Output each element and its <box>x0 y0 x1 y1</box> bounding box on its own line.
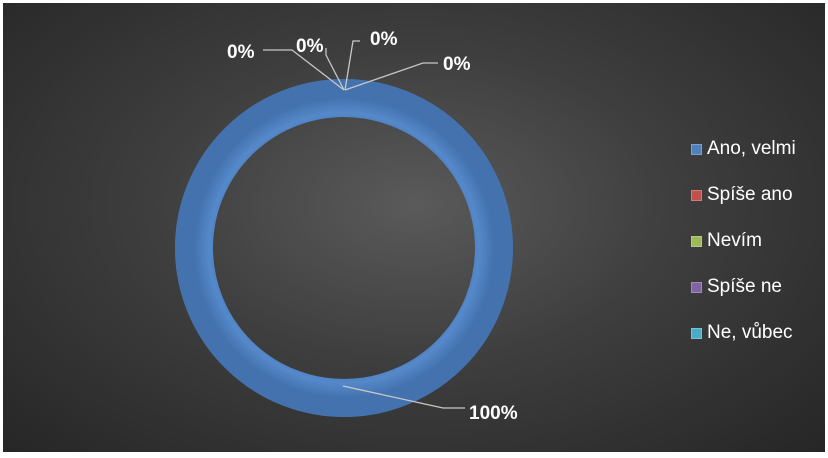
leader-line-ne-vubec <box>344 62 438 91</box>
data-label-nevim: 0% <box>296 36 324 57</box>
doughnut-chart: 100% 0% 0% 0% 0% <box>175 29 518 424</box>
legend-item-ne-vubec: Ne, vůbec <box>691 319 796 347</box>
legend-label-spise-ano: Spíše ano <box>707 184 793 205</box>
legend-item-ano-velmi: Ano, velmi <box>691 135 796 163</box>
legend-label-ano-velmi: Ano, velmi <box>707 138 796 159</box>
legend-swatch-spise-ano <box>691 189 702 201</box>
legend: Ano, velmi Spíše ano Nevím Spíše ne Ne, … <box>691 135 796 365</box>
data-label-ne-vubec: 0% <box>443 54 471 75</box>
legend-label-spise-ne: Spíše ne <box>707 276 782 297</box>
legend-item-spise-ne: Spíše ne <box>691 273 796 301</box>
legend-item-nevim: Nevím <box>691 227 796 255</box>
leader-line-spise-ne <box>344 40 360 91</box>
legend-swatch-spise-ne <box>691 281 702 293</box>
legend-swatch-nevim <box>691 235 702 247</box>
leader-line-nevim <box>325 48 345 91</box>
leader-line-spise-ano <box>263 49 345 91</box>
data-label-spise-ne: 0% <box>370 29 398 50</box>
ring-bevel-highlight <box>175 79 513 417</box>
leader-line-ano-velmi <box>342 385 465 409</box>
data-label-spise-ano: 0% <box>227 42 255 63</box>
legend-swatch-ano-velmi <box>691 143 702 155</box>
legend-item-spise-ano: Spíše ano <box>691 181 796 209</box>
legend-swatch-ne-vubec <box>691 327 702 339</box>
legend-label-nevim: Nevím <box>707 230 762 251</box>
legend-label-ne-vubec: Ne, vůbec <box>707 322 793 343</box>
data-label-ano-velmi: 100% <box>469 403 518 424</box>
